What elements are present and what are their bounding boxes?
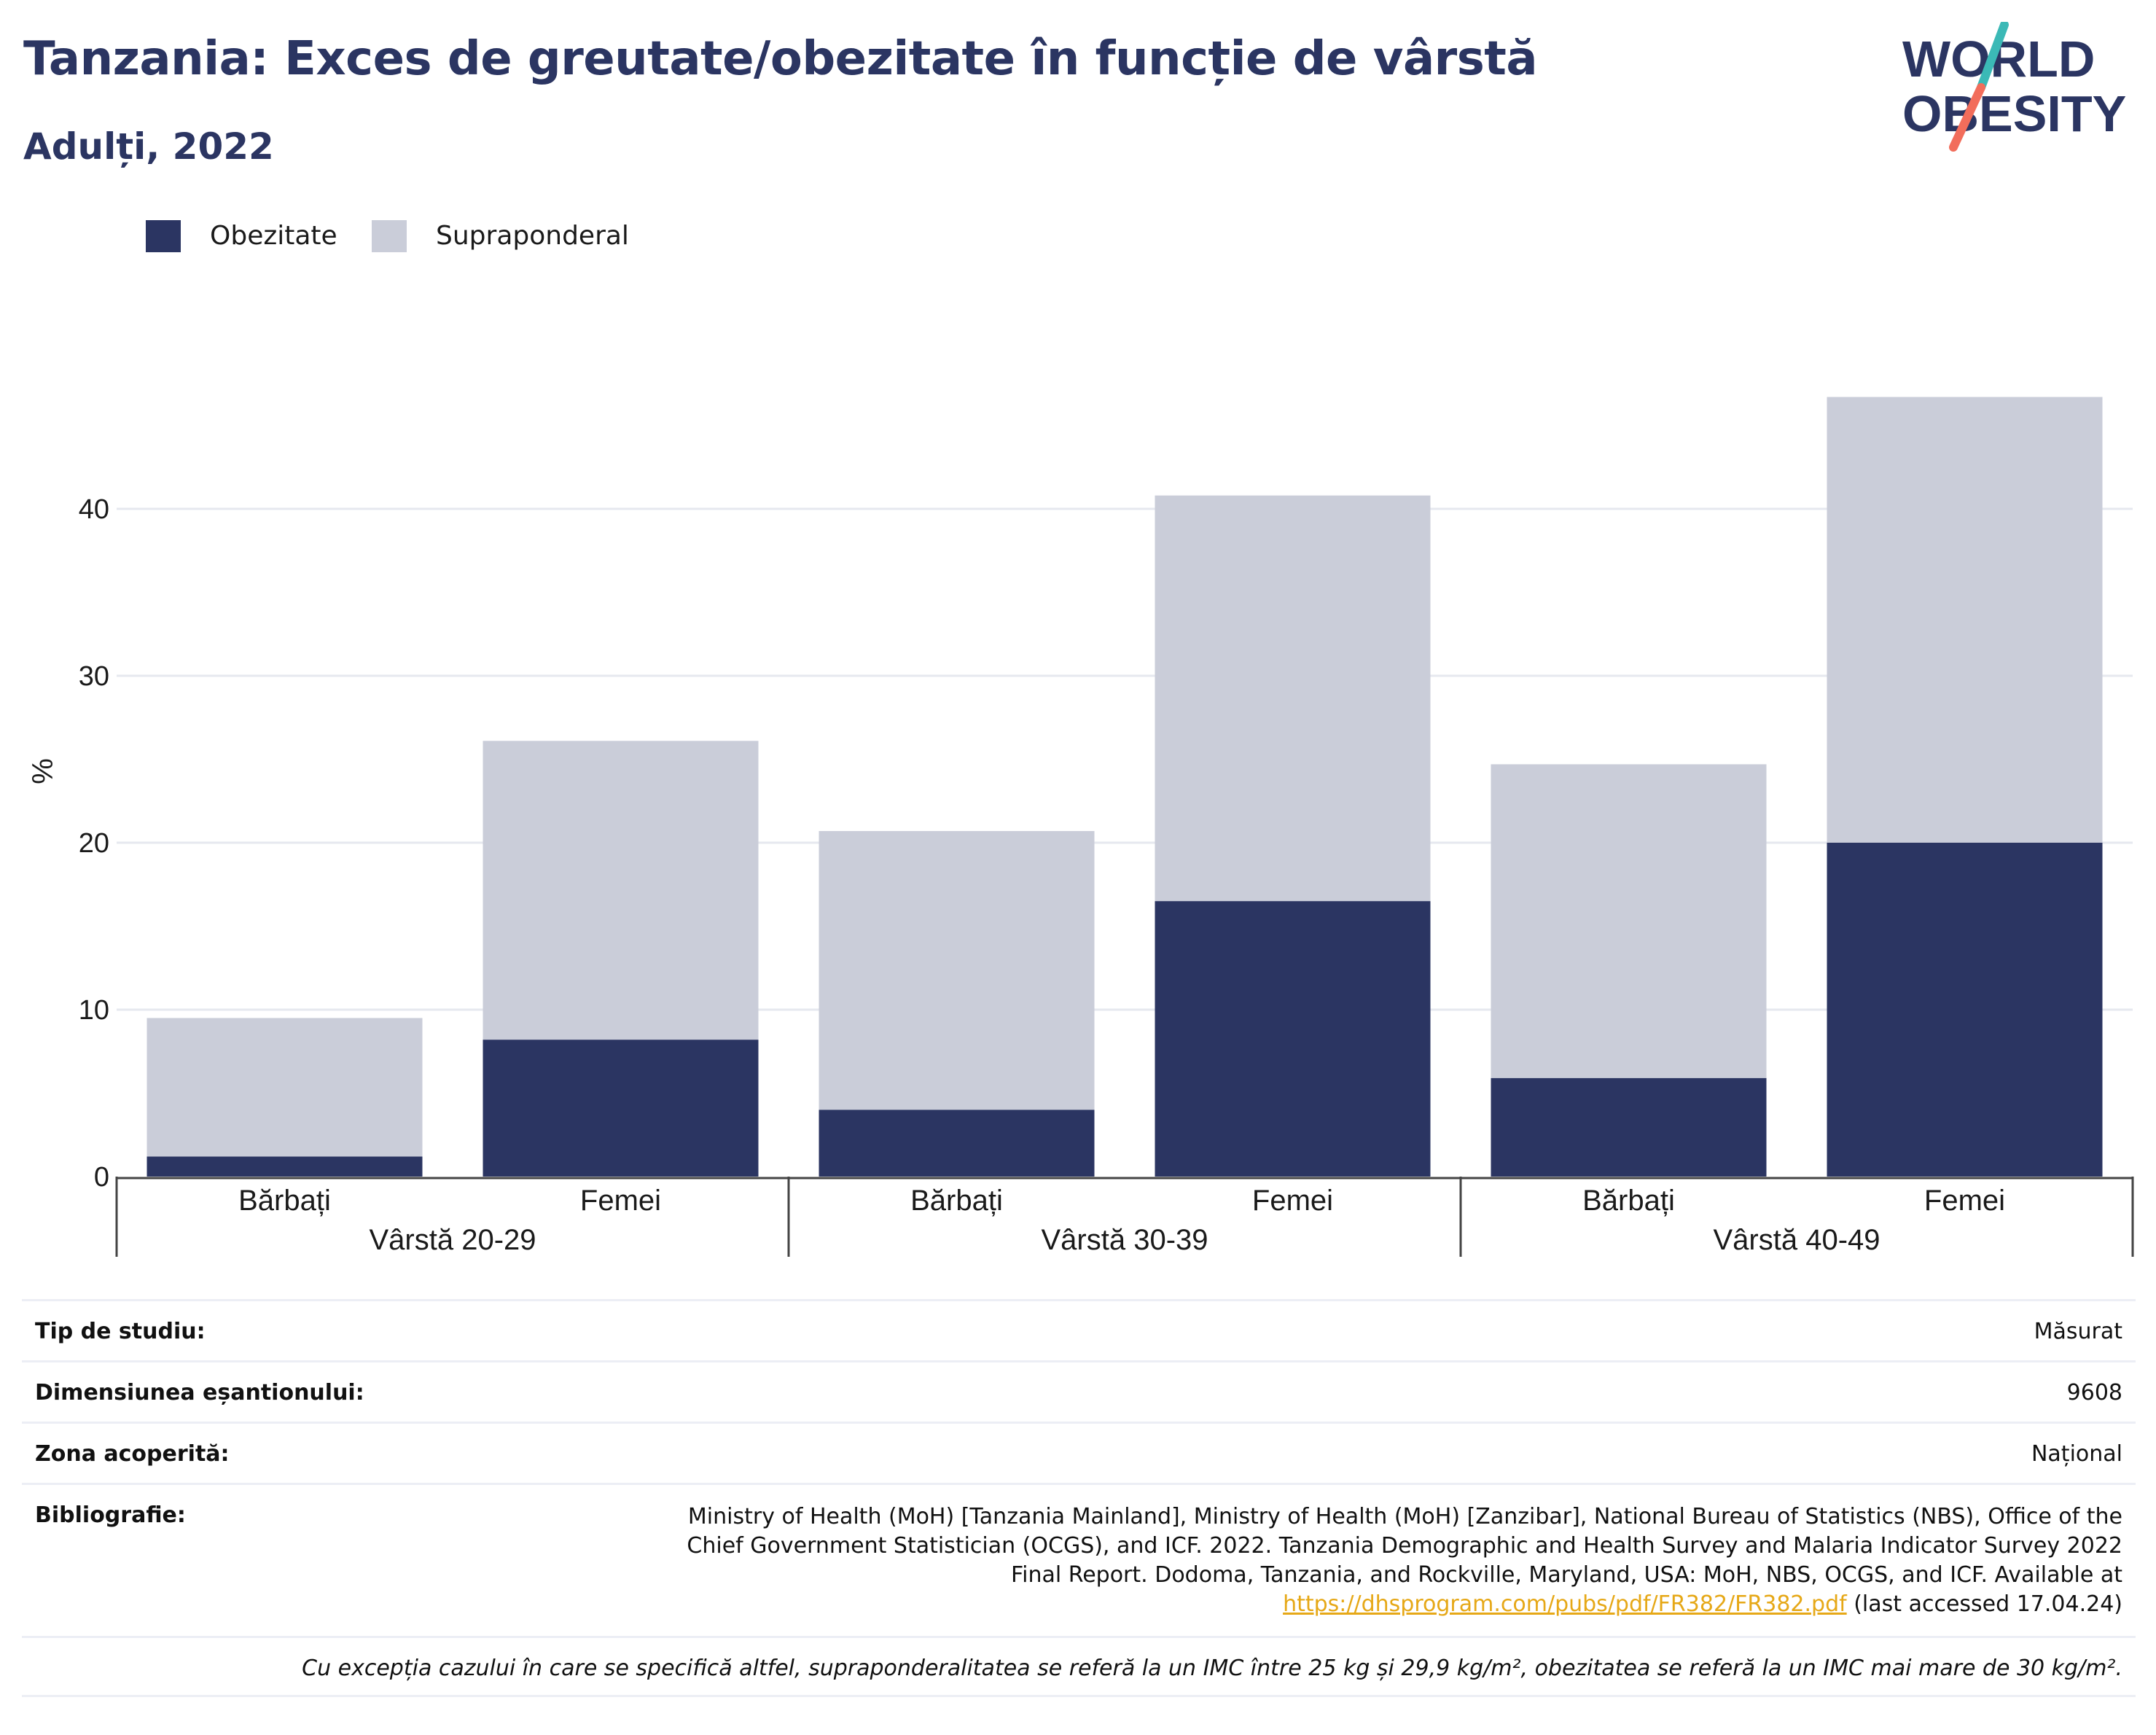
info-row-bibliography: Bibliografie: Ministry of Health (MoH) [… (22, 1483, 2136, 1636)
y-tick-label-10: 10 (79, 995, 109, 1026)
bar-obezitate-4 (1491, 1077, 1767, 1177)
bmi-note: Cu excepția cazului în care se specifică… (302, 1656, 2122, 1681)
logo-line2: OBESITY (1902, 85, 2126, 142)
page-title: Tanzania: Exces de greutate/obezitate în… (23, 32, 1538, 86)
group-label-0: Vârstă 20-29 (369, 1224, 536, 1256)
bar-obezitate-2 (819, 1110, 1095, 1177)
bar-supraponderal-3 (1155, 495, 1431, 902)
x-tick-label-4: Bărbați (1582, 1185, 1675, 1217)
bar-obezitate-1 (483, 1040, 759, 1177)
info-row-study-type: Tip de studiu: Măsurat (22, 1299, 2136, 1360)
y-axis-label: % (27, 758, 59, 784)
stacked-bar-chart: 0 10 20 30 40% Bărbați Femei Bărbați Femei Bărbaț… (27, 397, 2134, 1257)
logo-accent-teal (1977, 22, 2009, 92)
bar-supraponderal-5 (1827, 397, 2103, 843)
area-label: Zona acoperită: (35, 1441, 230, 1467)
bibliography-line3: Final Report. Dodoma, Tanzania, and Rock… (1011, 1562, 2122, 1588)
x-tick-label-5: Femei (1924, 1185, 2005, 1217)
group-label-1: Vârstă 30-39 (1041, 1224, 1208, 1256)
logo-accent-coral (1949, 83, 1985, 152)
y-tick-label-30: 30 (79, 661, 109, 692)
x-tick-label-1: Femei (580, 1185, 661, 1217)
world-obesity-logo: WORLD OBESITY (1902, 22, 2126, 152)
legend-swatch-supraponderal (372, 220, 407, 252)
bar-supraponderal-0 (147, 1018, 423, 1157)
bibliography-line2: Chief Government Statistician (OCGS), an… (687, 1533, 2122, 1559)
info-row-sample-size: Dimensiunea eșantionului: 9608 (22, 1360, 2136, 1422)
legend-label-obezitate: Obezitate (210, 221, 337, 251)
bar-supraponderal-4 (1491, 764, 1767, 1078)
bar-supraponderal-1 (483, 741, 759, 1040)
x-tick-label-0: Bărbați (238, 1185, 331, 1217)
sample-size-value: 9608 (2066, 1380, 2122, 1405)
area-value: Național (2031, 1441, 2122, 1467)
bar-obezitate-0 (147, 1156, 423, 1177)
bibliography-line4: https://dhsprogram.com/pubs/pdf/FR382/FR… (555, 1590, 2122, 1619)
x-tick-label-3: Femei (1252, 1185, 1333, 1217)
legend-swatch-obezitate (146, 220, 181, 252)
page-subtitle: Adulți, 2022 (23, 125, 274, 168)
x-tick-label-2: Bărbați (910, 1185, 1003, 1217)
info-row-note: Cu excepția cazului în care se specifică… (22, 1636, 2136, 1697)
bibliography-accessed: (last accessed 17.04.24) (1846, 1591, 2122, 1617)
bibliography-text: Ministry of Health (MoH) [Tanzania Mainl… (555, 1502, 2122, 1619)
bibliography-label: Bibliografie: (35, 1502, 186, 1528)
group-label-2: Vârstă 40-49 (1713, 1224, 1880, 1256)
legend-label-supraponderal: Supraponderal (436, 221, 629, 251)
y-tick-label-20: 20 (79, 828, 109, 859)
study-type-value: Măsurat (2034, 1319, 2122, 1344)
sample-size-label: Dimensiunea eșantionului: (35, 1380, 364, 1405)
info-row-area: Zona acoperită: Național (22, 1422, 2136, 1483)
y-tick-label-40: 40 (79, 494, 109, 525)
y-tick-label-0: 0 (94, 1162, 109, 1193)
bar-supraponderal-2 (819, 830, 1095, 1110)
bar-obezitate-3 (1155, 901, 1431, 1177)
study-type-label: Tip de studiu: (35, 1319, 206, 1344)
bar-obezitate-5 (1827, 843, 2103, 1177)
bibliography-link[interactable]: https://dhsprogram.com/pubs/pdf/FR382/FR… (1283, 1591, 1847, 1617)
bibliography-line1: Ministry of Health (MoH) [Tanzania Mainl… (687, 1504, 2122, 1529)
study-info-table: Tip de studiu: Măsurat Dimensiunea eșant… (22, 1299, 2136, 1697)
